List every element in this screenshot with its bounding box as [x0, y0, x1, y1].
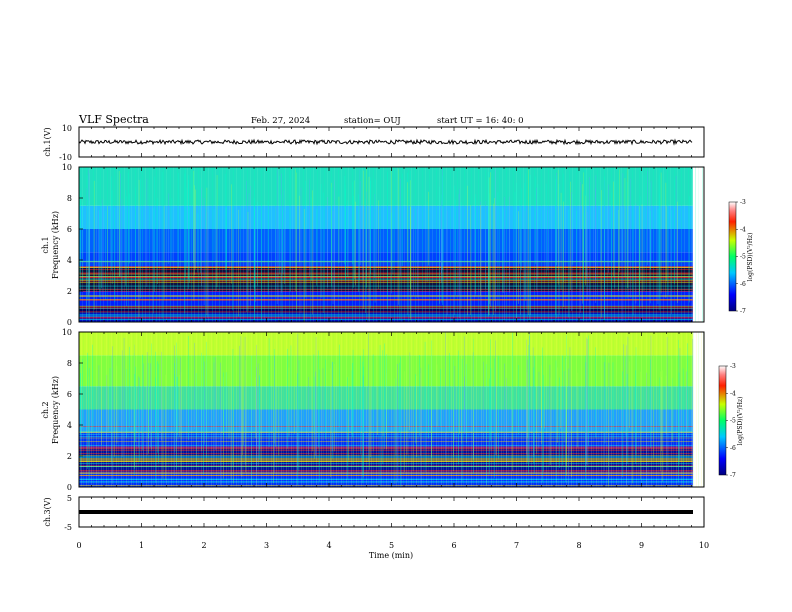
- x-tick-label: 3: [264, 541, 269, 550]
- ch2-spectrogram-panel: 0 2 4 6 8 10 ch.2 Frequency (kHz) -3 -4 -5 -6 -7 …: [41, 328, 744, 492]
- ch2-spec-ylabel-1: ch.2: [41, 401, 50, 418]
- x-tick-label: 6: [451, 541, 456, 550]
- x-tick-label: 7: [514, 541, 519, 550]
- colorbar-tick-label: -3: [740, 199, 746, 206]
- y-tick-label: 10: [62, 328, 72, 337]
- ch1-colorbar: -3 -4 -5 -6 -7 log(PSD)(V²/Hz): [728, 199, 754, 315]
- ch1-spec-ylabel-1: ch.1: [41, 236, 50, 253]
- y-tick-label: 2: [67, 287, 72, 296]
- x-tick-label: 10: [699, 541, 709, 550]
- y-tick-label: 6: [67, 225, 72, 234]
- ch3-ytick-top: 5: [67, 494, 72, 503]
- colorbar-tick-label: -6: [730, 445, 736, 452]
- y-tick-label: 8: [67, 359, 72, 368]
- y-tick-label: 10: [62, 163, 72, 172]
- x-tick-label: 5: [389, 541, 394, 550]
- x-tick-label: 2: [201, 541, 206, 550]
- y-tick-label: 2: [67, 452, 72, 461]
- x-tick-label: 9: [639, 541, 644, 550]
- ch2-spec-ylabel-2: Frequency (kHz): [51, 376, 60, 444]
- y-tick-label: 0: [67, 318, 72, 327]
- y-tick-label: 0: [67, 483, 72, 492]
- x-tick-label: 8: [576, 541, 581, 550]
- colorbar-tick-label: -6: [740, 281, 746, 288]
- ch2-colorbar-label: log(PSD)(V²/Hz): [737, 397, 744, 446]
- colorbar-tick-label: -3: [730, 363, 736, 370]
- x-tick-label: 1: [139, 541, 144, 550]
- x-tick-label: 0: [76, 541, 81, 550]
- y-tick-label: 4: [67, 256, 72, 265]
- x-tick-label: 4: [326, 541, 331, 550]
- colorbar-tick-label: -7: [740, 308, 746, 315]
- ch3-waveform-panel: 5 -5 ch.3(V): [43, 494, 705, 532]
- ch1-waveform-line: [78, 138, 693, 146]
- colorbar-tick-label: -4: [730, 390, 736, 397]
- colorbar-tick-label: -4: [740, 226, 746, 233]
- ch1-ytick-bottom: -10: [59, 153, 72, 162]
- station-label: station= OUJ: [344, 116, 401, 126]
- colorbar-tick-label: -5: [740, 254, 746, 261]
- x-axis-label: Time (min): [369, 551, 413, 560]
- ch1-colorbar-label: log(PSD)(V²/Hz): [747, 233, 754, 282]
- x-axis-tick-labels: 0 1 2 3 4 5 6 7 8 9 10: [76, 541, 709, 550]
- y-tick-label: 6: [67, 390, 72, 399]
- ch3-waveform-line: [79, 510, 693, 514]
- ch1-ylabel: ch.1(V): [43, 127, 52, 156]
- colorbar-tick-label: -5: [730, 418, 736, 425]
- ch3-ytick-bottom: -5: [64, 523, 72, 532]
- ch2-colorbar: -3 -4 -5 -6 -7 log(PSD)(V²/Hz): [718, 363, 744, 479]
- start-time-label: start UT = 16: 40: 0: [437, 116, 524, 126]
- colorbar-tick-label: -7: [730, 472, 736, 479]
- ch1-spectrogram-panel: 0 2 4 6 8 10 ch.1 Frequency (kHz) -3 -4 -5 -6 -7 …: [41, 163, 754, 327]
- y-tick-label: 8: [67, 194, 72, 203]
- ch1-waveform-panel: 10 -10 ch.1(V): [43, 124, 705, 162]
- ch3-ylabel: ch.3(V): [43, 497, 52, 526]
- ch1-ytick-top: 10: [62, 124, 72, 133]
- date-label: Feb. 27, 2024: [251, 116, 310, 126]
- ch1-spec-ylabel-2: Frequency (kHz): [51, 211, 60, 279]
- figure-title: VLF Spectra: [78, 113, 149, 126]
- y-tick-label: 4: [67, 421, 72, 430]
